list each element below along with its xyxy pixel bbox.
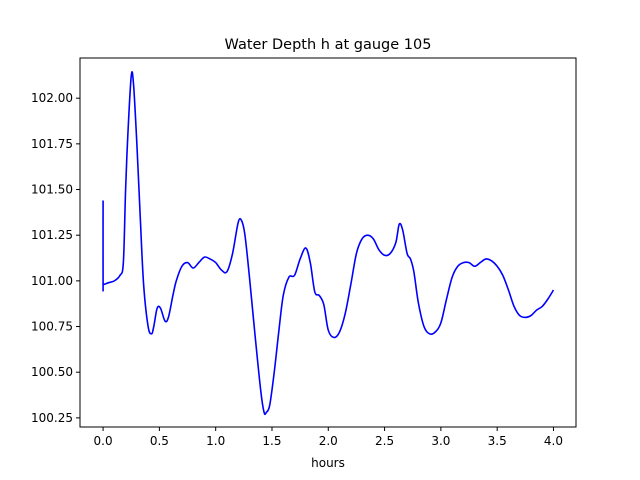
y-tick-label: 100.50 <box>31 365 73 379</box>
x-tick-label: 1.5 <box>262 434 281 448</box>
series-layer <box>102 71 555 416</box>
x-tick-label: 2.0 <box>319 434 338 448</box>
y-tick-label: 101.25 <box>31 228 73 242</box>
x-tick-label: 3.5 <box>488 434 507 448</box>
x-tick-label: 4.0 <box>544 434 563 448</box>
x-tick-label: 0.0 <box>94 434 113 448</box>
x-tick-label: 2.5 <box>375 434 394 448</box>
y-tick-label: 101.00 <box>31 274 73 288</box>
chart-title: Water Depth h at gauge 105 <box>225 37 432 53</box>
plot-area: 0.0 0.5 1.0 1.5 2.0 2.5 3.0 3.5 4.0 100.25 100.50… <box>31 57 577 448</box>
x-tick-label: 3.0 <box>431 434 450 448</box>
y-tick-label: 102.00 <box>31 91 73 105</box>
y-tick-label: 100.25 <box>31 411 73 425</box>
y-tick-label: 100.75 <box>31 320 73 334</box>
y-tick-label: 101.50 <box>31 183 73 197</box>
series-line <box>102 71 555 416</box>
y-axis-ticks: 100.25 100.50 100.75 101.00 101.25 101.50 101.… <box>31 91 80 425</box>
x-tick-label: 0.5 <box>150 434 169 448</box>
x-tick-label: 1.0 <box>206 434 225 448</box>
x-axis-ticks: 0.0 0.5 1.0 1.5 2.0 2.5 3.0 3.5 4.0 <box>94 427 563 448</box>
y-tick-label: 101.75 <box>31 137 73 151</box>
x-axis-label: hours <box>311 456 345 470</box>
